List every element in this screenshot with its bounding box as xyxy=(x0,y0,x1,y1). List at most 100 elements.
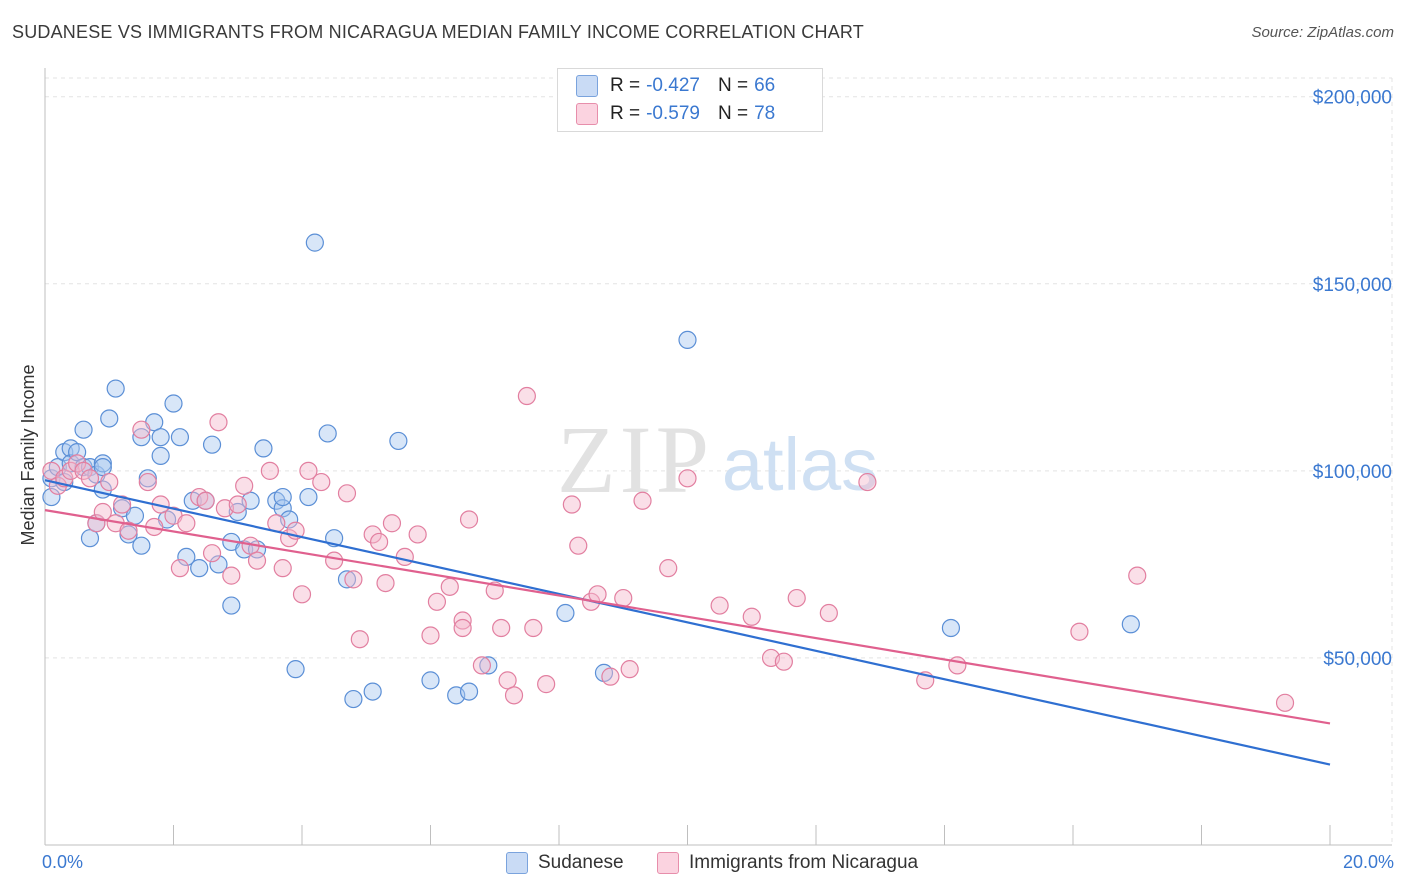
point-nicaragua xyxy=(260,461,279,480)
point-nicaragua xyxy=(421,626,440,645)
stats-legend: R = -0.427 N = 66 R = -0.579 N = 78 xyxy=(557,68,823,132)
point-nicaragua xyxy=(68,454,87,473)
y-tick-label: $200,000 xyxy=(1313,88,1392,109)
x-tick-label-max: 20.0% xyxy=(1342,852,1394,872)
point-nicaragua xyxy=(453,611,472,630)
chart-title: SUDANESE VS IMMIGRANTS FROM NICARAGUA ME… xyxy=(12,22,864,42)
point-sudanese xyxy=(1121,615,1140,634)
grid-lines xyxy=(45,77,1393,845)
point-nicaragua xyxy=(344,570,363,589)
point-sudanese xyxy=(164,394,183,413)
x-tick-label-min: 0.0% xyxy=(42,852,84,872)
trend-lines xyxy=(44,479,1331,766)
point-sudanese xyxy=(132,536,151,555)
point-nicaragua xyxy=(459,510,479,529)
y-tick-label: $150,000 xyxy=(1313,275,1392,296)
point-nicaragua xyxy=(382,514,402,533)
point-sudanese xyxy=(254,439,273,458)
point-nicaragua xyxy=(440,577,459,596)
point-sudanese xyxy=(941,618,961,638)
point-nicaragua xyxy=(1070,622,1089,641)
point-nicaragua xyxy=(453,618,472,638)
point-sudanese xyxy=(100,409,119,428)
point-nicaragua xyxy=(633,491,652,510)
legend-label-sudanese: Sudanese xyxy=(538,852,624,873)
point-sudanese xyxy=(93,458,112,477)
point-nicaragua xyxy=(601,667,620,686)
legend-r-value: -0.427 xyxy=(646,75,700,96)
legend-swatch-sudanese xyxy=(576,75,598,97)
point-sudanese xyxy=(222,596,241,615)
point-nicaragua xyxy=(620,660,639,679)
point-nicaragua xyxy=(235,476,254,495)
point-sudanese xyxy=(209,555,228,574)
point-nicaragua xyxy=(819,603,838,623)
point-nicaragua xyxy=(119,521,138,540)
y-axis-label: Median Family Income xyxy=(18,364,38,545)
point-nicaragua xyxy=(504,686,524,705)
point-sudanese xyxy=(421,671,440,690)
point-nicaragua xyxy=(710,596,729,615)
point-nicaragua xyxy=(228,495,247,514)
point-nicaragua xyxy=(299,461,318,480)
axes xyxy=(44,68,1392,846)
point-nicaragua xyxy=(742,607,761,626)
legend-n-value: 66 xyxy=(754,75,776,96)
point-nicaragua xyxy=(196,491,215,510)
point-nicaragua xyxy=(80,469,100,488)
point-nicaragua xyxy=(202,544,222,563)
point-nicaragua xyxy=(659,559,678,578)
point-sudanese xyxy=(479,656,498,675)
point-sudanese xyxy=(299,487,318,507)
series-legend: Sudanese Immigrants from Nicaragua xyxy=(0,852,1406,878)
point-sudanese xyxy=(344,689,363,709)
points-nicaragua xyxy=(42,386,1295,712)
point-nicaragua xyxy=(312,472,331,492)
legend-swatch-nicaragua xyxy=(657,852,679,874)
point-sudanese xyxy=(389,431,408,451)
point-nicaragua xyxy=(74,461,93,480)
point-nicaragua xyxy=(138,472,157,492)
point-nicaragua xyxy=(363,525,382,544)
source-label: Source: ZipAtlas.com xyxy=(1251,24,1394,41)
point-sudanese xyxy=(363,682,382,701)
legend-row-nicaragua: R = -0.579 N = 78 xyxy=(576,101,775,127)
point-nicaragua xyxy=(350,630,369,649)
point-nicaragua xyxy=(858,472,877,492)
point-nicaragua xyxy=(427,592,447,611)
point-sudanese xyxy=(170,428,190,447)
legend-item-nicaragua: Immigrants from Nicaragua xyxy=(657,852,918,874)
point-nicaragua xyxy=(112,495,132,514)
point-nicaragua xyxy=(1128,566,1147,585)
point-sudanese xyxy=(459,682,479,701)
point-sudanese xyxy=(286,660,305,679)
point-nicaragua xyxy=(170,559,190,578)
legend-n-label: N = xyxy=(717,103,749,124)
point-sudanese xyxy=(151,428,170,447)
point-sudanese xyxy=(151,446,170,465)
point-sudanese xyxy=(202,435,222,454)
point-nicaragua xyxy=(325,551,344,570)
point-nicaragua xyxy=(562,495,581,514)
point-nicaragua xyxy=(292,585,312,604)
legend-row-sudanese: R = -0.427 N = 66 xyxy=(576,73,775,99)
watermark-atlas: atlas xyxy=(722,423,878,506)
point-nicaragua xyxy=(222,566,241,585)
point-sudanese xyxy=(318,424,337,443)
point-nicaragua xyxy=(408,525,427,544)
legend-n-label: N = xyxy=(717,75,749,96)
legend-item-sudanese: Sudanese xyxy=(506,852,624,874)
legend-r-value: -0.579 xyxy=(646,103,700,124)
point-nicaragua xyxy=(537,675,556,694)
legend-swatch-sudanese xyxy=(506,852,528,874)
point-nicaragua xyxy=(774,652,793,671)
legend-swatch-nicaragua xyxy=(576,103,598,125)
point-nicaragua xyxy=(678,469,697,488)
point-nicaragua xyxy=(472,656,491,675)
point-nicaragua xyxy=(787,588,806,608)
y-tick-label: $50,000 xyxy=(1323,649,1392,670)
trendline-sudanese xyxy=(44,479,1331,766)
y-tick-labels: $50,000 $100,000 $150,000 $200,000 xyxy=(1313,88,1392,670)
point-nicaragua xyxy=(524,618,543,638)
